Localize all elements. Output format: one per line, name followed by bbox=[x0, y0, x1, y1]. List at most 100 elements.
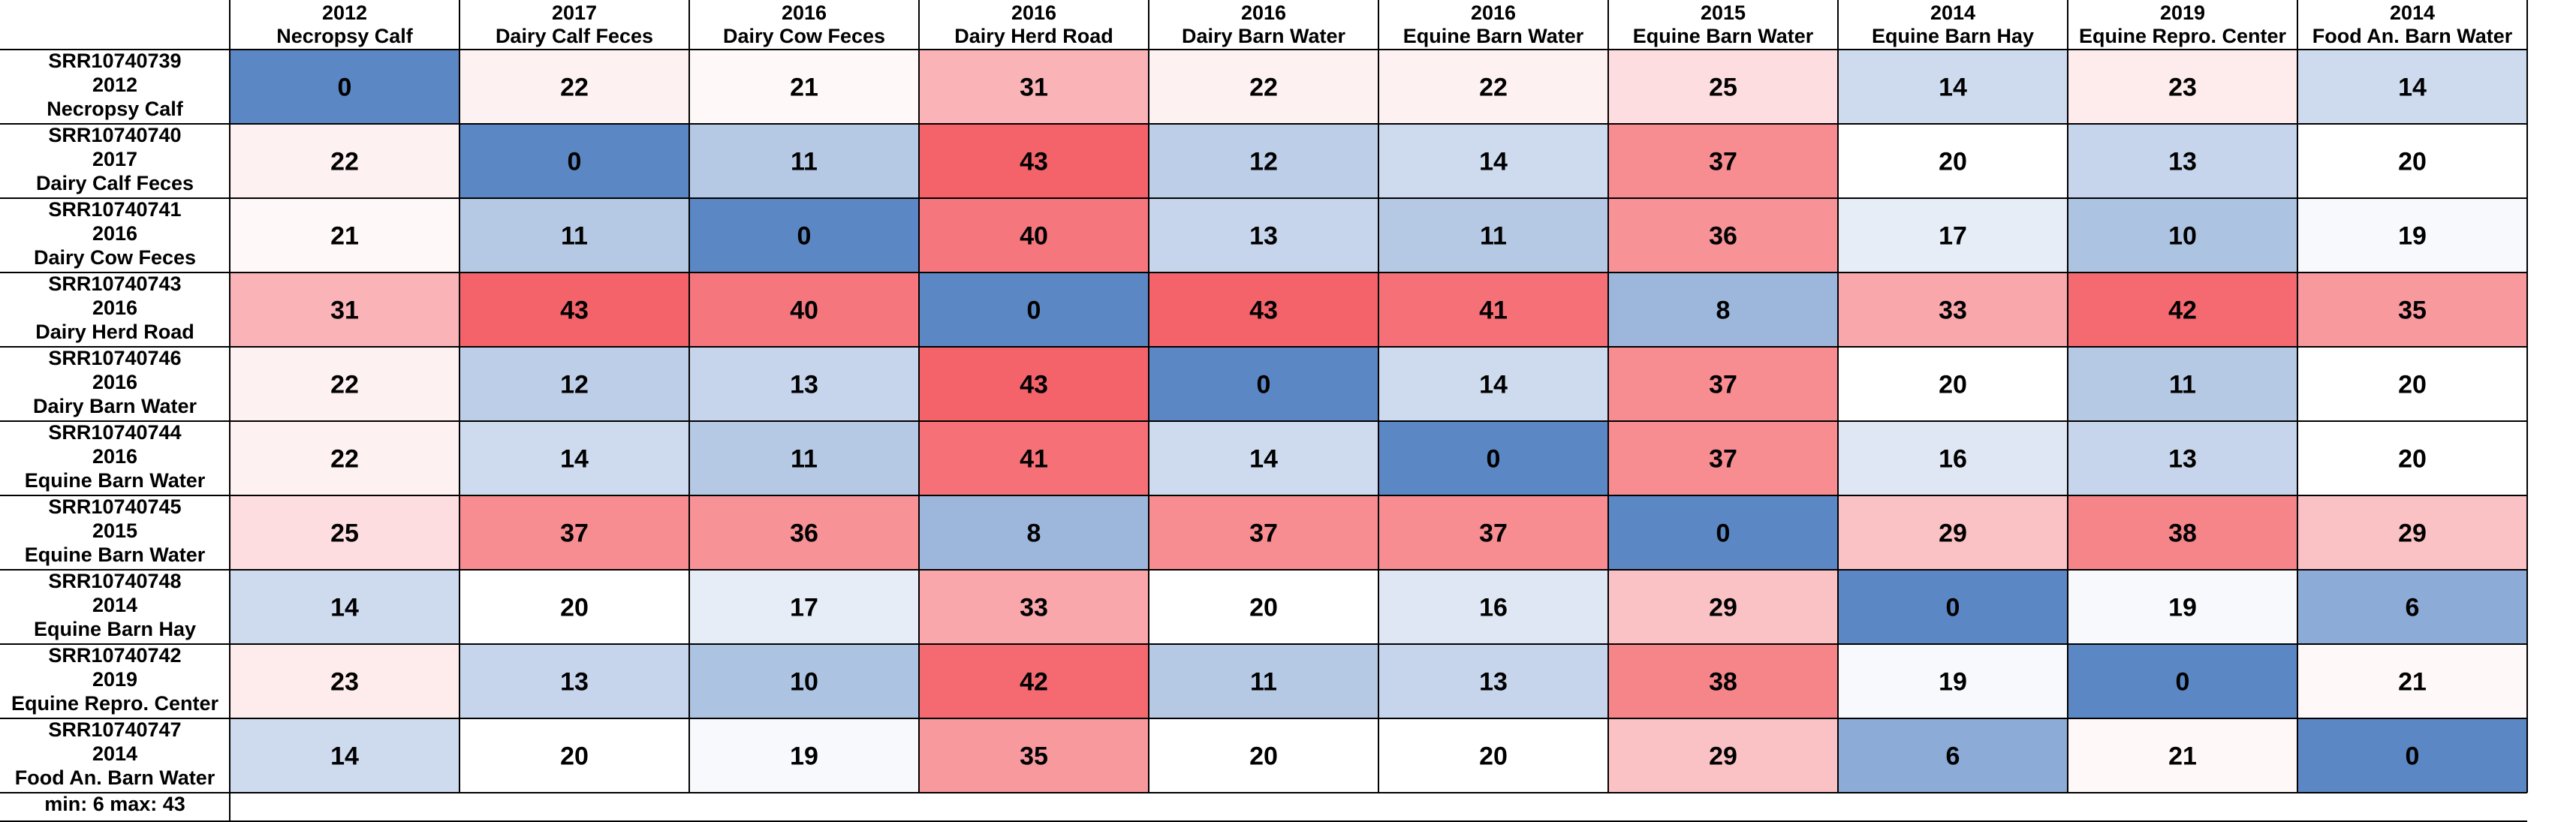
heatmap-cell-r0-c6 bbox=[1608, 50, 1838, 124]
row-header-source: Dairy Calf Feces bbox=[36, 172, 194, 194]
cell-value-label: 0 bbox=[568, 148, 582, 176]
cell-value-label: 43 bbox=[1020, 148, 1048, 176]
cell-value-label: 14 bbox=[560, 445, 589, 474]
heatmap-cell-r9-c6 bbox=[1608, 718, 1838, 793]
cell-value-label: 40 bbox=[790, 297, 818, 325]
cell-value-label: 29 bbox=[2398, 519, 2427, 548]
cell-value-label: 36 bbox=[1709, 222, 1737, 251]
column-header-source: Equine Repro. Center bbox=[2079, 25, 2287, 47]
heatmap-cell-r9-c5 bbox=[1378, 718, 1608, 793]
cell-value-label: 13 bbox=[560, 668, 589, 697]
heatmap-cell-r8-c0 bbox=[230, 644, 459, 718]
cell-value-label: 0 bbox=[1946, 594, 1960, 622]
column-header-source: Dairy Barn Water bbox=[1182, 25, 1346, 47]
heatmap-cell-r1-c7 bbox=[1838, 124, 2068, 198]
row-header-accession: SRR10740740 bbox=[48, 124, 181, 146]
cell-value-label: 14 bbox=[330, 742, 359, 771]
heatmap-cell-r3-c3 bbox=[919, 272, 1149, 347]
heatmap-cell-r8-c7 bbox=[1838, 644, 2068, 718]
heatmap-cell-r1-c0 bbox=[230, 124, 459, 198]
heatmap-cell-r2-c6 bbox=[1608, 198, 1838, 272]
cell-value-label: 17 bbox=[1939, 222, 1967, 251]
heatmap-cell-r3-c5 bbox=[1378, 272, 1608, 347]
cell-value-label: 37 bbox=[1709, 371, 1737, 399]
heatmap-cell-r5-c5 bbox=[1378, 421, 1608, 495]
cell-value-label: 6 bbox=[1946, 742, 1960, 771]
heatmap-cell-r4-c3 bbox=[919, 347, 1149, 421]
cell-value-label: 0 bbox=[2176, 668, 2190, 697]
heatmap-cell-r3-c6 bbox=[1608, 272, 1838, 347]
heatmap-cell-r7-c1 bbox=[459, 570, 689, 644]
cell-value-label: 43 bbox=[1020, 371, 1048, 399]
heatmap-cell-r5-c4 bbox=[1149, 421, 1378, 495]
heatmap-cell-r6-c9 bbox=[2297, 495, 2527, 570]
heatmap-cell-r5-c1 bbox=[459, 421, 689, 495]
cell-value-label: 40 bbox=[1020, 222, 1048, 251]
heatmap-cell-r2-c3 bbox=[919, 198, 1149, 272]
cell-value-label: 29 bbox=[1709, 742, 1737, 771]
cell-value-label: 22 bbox=[1479, 74, 1508, 102]
heatmap-cell-r9-c8 bbox=[2068, 718, 2297, 793]
cell-value-label: 42 bbox=[2168, 297, 2197, 325]
heatmap-cell-r0-c2 bbox=[689, 50, 919, 124]
cell-value-label: 31 bbox=[330, 297, 359, 325]
row-header-year: 2015 bbox=[92, 519, 137, 542]
column-header-year: 2016 bbox=[1471, 2, 1516, 24]
cell-value-label: 38 bbox=[2168, 519, 2197, 548]
row-header-source: Equine Repro. Center bbox=[11, 692, 219, 715]
cell-value-label: 10 bbox=[2168, 222, 2197, 251]
heatmap-cell-r9-c1 bbox=[459, 718, 689, 793]
cell-value-label: 0 bbox=[1027, 297, 1041, 325]
cell-value-label: 22 bbox=[1249, 74, 1278, 102]
cell-value-label: 38 bbox=[1709, 668, 1737, 697]
heatmap-cell-r9-c7 bbox=[1838, 718, 2068, 793]
row-header-year: 2016 bbox=[92, 222, 137, 245]
heatmap-cell-r4-c2 bbox=[689, 347, 919, 421]
column-header-year: 2016 bbox=[1011, 2, 1056, 24]
cell-value-label: 14 bbox=[330, 594, 359, 622]
heatmap-cell-r2-c5 bbox=[1378, 198, 1608, 272]
heatmap-cell-r2-c2 bbox=[689, 198, 919, 272]
cell-value-label: 17 bbox=[790, 594, 818, 622]
cell-value-label: 21 bbox=[2398, 668, 2427, 697]
heatmap-cell-r5-c6 bbox=[1608, 421, 1838, 495]
heatmap-cell-r6-c0 bbox=[230, 495, 459, 570]
column-header-year: 2019 bbox=[2160, 2, 2205, 24]
heatmap-cell-r4-c8 bbox=[2068, 347, 2297, 421]
heatmap-cell-r7-c4 bbox=[1149, 570, 1378, 644]
cell-value-label: 20 bbox=[1249, 742, 1278, 771]
row-header-source: Dairy Barn Water bbox=[33, 395, 197, 417]
cell-value-label: 31 bbox=[1020, 74, 1048, 102]
heatmap-cell-r2-c7 bbox=[1838, 198, 2068, 272]
row-header-accession: SRR10740744 bbox=[48, 421, 181, 444]
cell-value-label: 0 bbox=[1487, 445, 1501, 474]
cell-value-label: 21 bbox=[330, 222, 359, 251]
cell-value-label: 25 bbox=[330, 519, 359, 548]
heatmap-cell-r3-c4 bbox=[1149, 272, 1378, 347]
column-header-year: 2015 bbox=[1701, 2, 1746, 24]
cell-value-label: 37 bbox=[1249, 519, 1278, 548]
heatmap-cell-r1-c8 bbox=[2068, 124, 2297, 198]
heatmap-cell-r4-c6 bbox=[1608, 347, 1838, 421]
heatmap-cell-r0-c7 bbox=[1838, 50, 2068, 124]
cell-value-label: 14 bbox=[1939, 74, 1967, 102]
heatmap-cell-r0-c9 bbox=[2297, 50, 2527, 124]
heatmap-cell-r4-c9 bbox=[2297, 347, 2527, 421]
row-header-year: 2016 bbox=[92, 445, 137, 468]
cell-value-label: 10 bbox=[790, 668, 818, 697]
cell-value-label: 37 bbox=[1479, 519, 1508, 548]
cell-value-label: 22 bbox=[330, 148, 359, 176]
heatmap-cell-r3-c7 bbox=[1838, 272, 2068, 347]
cell-value-label: 22 bbox=[330, 371, 359, 399]
heatmap-cell-r7-c5 bbox=[1378, 570, 1608, 644]
heatmap-cell-r2-c8 bbox=[2068, 198, 2297, 272]
heatmap-cell-r1-c2 bbox=[689, 124, 919, 198]
cell-value-label: 41 bbox=[1020, 445, 1048, 474]
row-header-year: 2014 bbox=[92, 594, 137, 616]
heatmap-cell-r4-c1 bbox=[459, 347, 689, 421]
heatmap-cell-r7-c6 bbox=[1608, 570, 1838, 644]
heatmap-cell-r5-c9 bbox=[2297, 421, 2527, 495]
heatmap-cell-r6-c1 bbox=[459, 495, 689, 570]
heatmap-cell-r1-c6 bbox=[1608, 124, 1838, 198]
cell-value-label: 20 bbox=[560, 594, 589, 622]
